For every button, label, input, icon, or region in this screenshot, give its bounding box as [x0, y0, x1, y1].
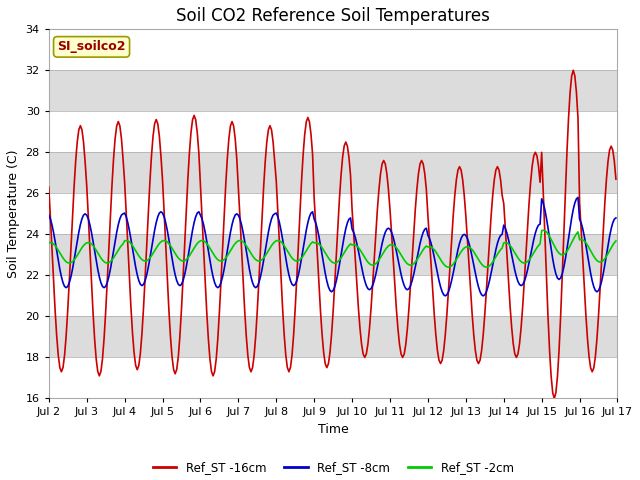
- Bar: [49, 111, 618, 152]
- Legend: Ref_ST -16cm, Ref_ST -8cm, Ref_ST -2cm: Ref_ST -16cm, Ref_ST -8cm, Ref_ST -2cm: [148, 456, 518, 479]
- Bar: [49, 234, 618, 276]
- Bar: [49, 29, 618, 70]
- Bar: [49, 193, 618, 234]
- Bar: [49, 276, 618, 316]
- Bar: [49, 358, 618, 398]
- Bar: [49, 152, 618, 193]
- Bar: [49, 316, 618, 358]
- X-axis label: Time: Time: [318, 423, 349, 436]
- Y-axis label: Soil Temperature (C): Soil Temperature (C): [7, 150, 20, 278]
- Text: SI_soilco2: SI_soilco2: [58, 40, 126, 53]
- Bar: [49, 70, 618, 111]
- Title: Soil CO2 Reference Soil Temperatures: Soil CO2 Reference Soil Temperatures: [176, 7, 490, 25]
